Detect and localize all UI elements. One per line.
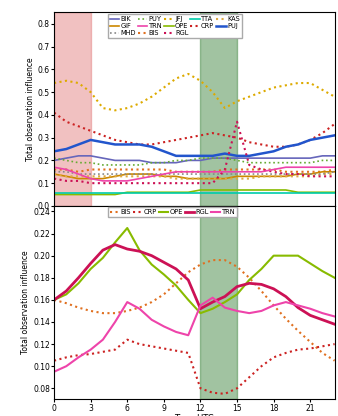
Text: (a) Diurnal cycle of sensitivity for all sites.: (a) Diurnal cycle of sensitivity for all… bbox=[105, 241, 284, 249]
Y-axis label: Total observation influence: Total observation influence bbox=[21, 251, 30, 354]
Legend: BIK, GIF, MHD, PUY, TRN, BIS, JFJ, OPE, RGL, TTA, CRP, KAS, PUJ: BIK, GIF, MHD, PUY, TRN, BIS, JFJ, OPE, … bbox=[108, 14, 242, 38]
X-axis label: Time UTC: Time UTC bbox=[174, 414, 214, 416]
Legend: BIS, CRP, OPE, RGL, TRN: BIS, CRP, OPE, RGL, TRN bbox=[108, 207, 237, 217]
Bar bbox=[54, 12, 91, 206]
Bar bbox=[200, 206, 237, 399]
Y-axis label: Total observation influence: Total observation influence bbox=[26, 57, 35, 161]
Bar bbox=[200, 12, 237, 206]
